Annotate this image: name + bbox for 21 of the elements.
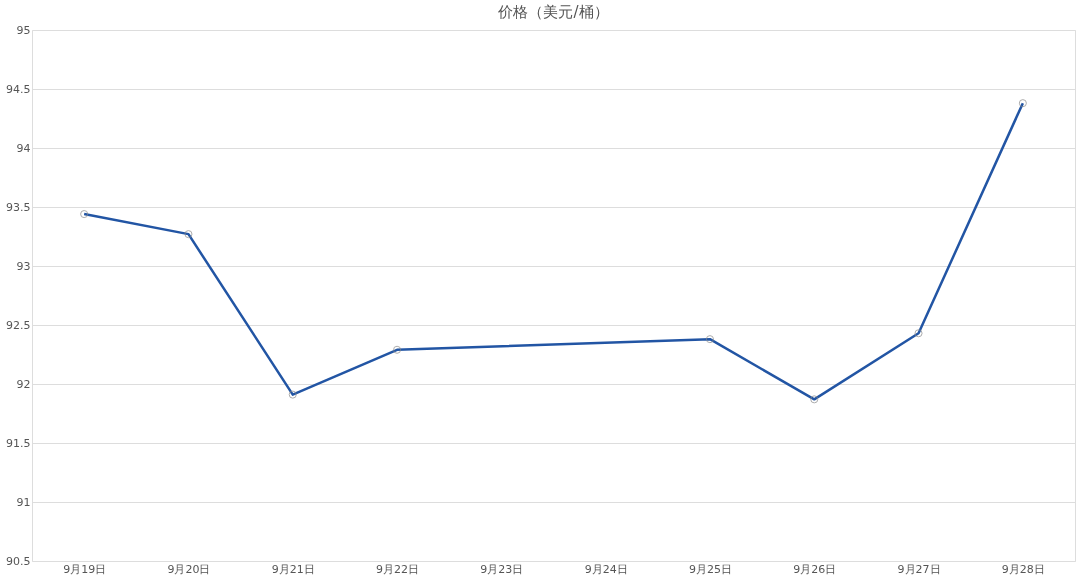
x-tick-label: 9月21日 [271,562,315,576]
y-tick-label: 91.5 [6,436,31,450]
y-tick-label: 90.5 [6,554,31,568]
x-tick-label: 9月24日 [584,562,628,576]
chart-title: 价格（美元/桶） [497,3,609,21]
y-tick-label: 94.5 [6,82,31,96]
x-tick-label: 9月19日 [63,562,107,576]
y-tick-label: 95 [16,23,31,37]
x-tick-label: 9月26日 [793,562,837,576]
x-tick-label: 9月25日 [688,562,732,576]
x-tick-label: 9月20日 [167,562,211,576]
y-tick-label: 92.5 [6,318,31,332]
y-tick-label: 94 [16,141,31,155]
y-tick-label: 93.5 [6,200,31,214]
y-tick-label: 93 [16,259,31,273]
y-tick-label: 91 [16,495,31,509]
y-tick-label: 92 [16,377,31,391]
x-tick-label: 9月22日 [376,562,420,576]
x-tick-label: 9月28日 [1001,562,1045,576]
x-tick-label: 9月27日 [897,562,941,576]
x-tick-label: 9月23日 [480,562,524,576]
